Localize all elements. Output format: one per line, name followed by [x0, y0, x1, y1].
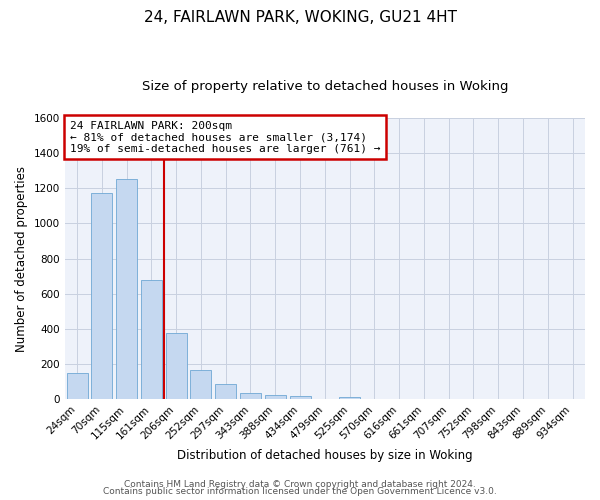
- Bar: [91, 194, 112, 400]
- Bar: [339, 397, 360, 400]
- Y-axis label: Number of detached properties: Number of detached properties: [15, 166, 28, 352]
- Bar: [67, 373, 88, 400]
- Text: Contains HM Land Registry data © Crown copyright and database right 2024.: Contains HM Land Registry data © Crown c…: [124, 480, 476, 489]
- Bar: [290, 396, 311, 400]
- Bar: [190, 370, 211, 400]
- X-axis label: Distribution of detached houses by size in Woking: Distribution of detached houses by size …: [177, 450, 473, 462]
- Bar: [215, 384, 236, 400]
- Text: 24 FAIRLAWN PARK: 200sqm
← 81% of detached houses are smaller (3,174)
19% of sem: 24 FAIRLAWN PARK: 200sqm ← 81% of detach…: [70, 120, 380, 154]
- Bar: [141, 280, 162, 400]
- Text: 24, FAIRLAWN PARK, WOKING, GU21 4HT: 24, FAIRLAWN PARK, WOKING, GU21 4HT: [143, 10, 457, 25]
- Bar: [265, 395, 286, 400]
- Bar: [116, 178, 137, 400]
- Title: Size of property relative to detached houses in Woking: Size of property relative to detached ho…: [142, 80, 508, 93]
- Bar: [166, 334, 187, 400]
- Text: Contains public sector information licensed under the Open Government Licence v3: Contains public sector information licen…: [103, 487, 497, 496]
- Bar: [240, 393, 261, 400]
